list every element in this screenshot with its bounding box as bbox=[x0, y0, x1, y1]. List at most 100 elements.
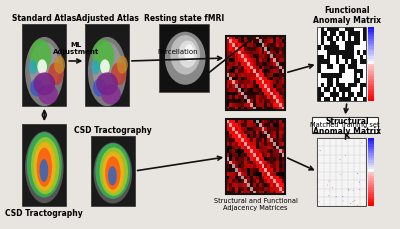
Bar bbox=[241, 168, 244, 172]
Bar bbox=[282, 179, 285, 183]
Bar bbox=[258, 88, 262, 92]
Bar bbox=[247, 99, 250, 103]
Bar bbox=[282, 69, 285, 73]
Bar bbox=[276, 127, 279, 131]
Bar bbox=[360, 64, 363, 69]
Bar bbox=[270, 123, 273, 127]
Bar bbox=[273, 62, 276, 65]
Ellipse shape bbox=[38, 84, 58, 104]
Bar bbox=[357, 31, 360, 36]
Bar bbox=[320, 78, 324, 83]
Bar bbox=[232, 54, 235, 58]
Bar bbox=[354, 69, 357, 73]
Bar bbox=[351, 64, 354, 69]
Bar bbox=[264, 153, 268, 157]
Bar bbox=[229, 39, 232, 43]
Bar bbox=[241, 39, 244, 43]
Bar bbox=[360, 78, 363, 83]
Bar bbox=[333, 64, 336, 69]
Bar bbox=[244, 47, 247, 51]
Bar bbox=[256, 134, 258, 138]
Bar bbox=[226, 149, 229, 153]
Bar bbox=[232, 47, 235, 51]
Bar bbox=[247, 58, 250, 62]
Ellipse shape bbox=[353, 190, 354, 191]
Bar bbox=[238, 92, 241, 95]
Bar bbox=[226, 142, 229, 146]
Bar bbox=[342, 41, 345, 45]
Bar bbox=[226, 134, 229, 138]
Bar bbox=[320, 41, 324, 45]
Bar bbox=[270, 51, 273, 54]
Text: Standard Atlas: Standard Atlas bbox=[12, 14, 76, 23]
Bar bbox=[273, 179, 276, 183]
Bar bbox=[268, 157, 270, 161]
Bar bbox=[258, 146, 262, 149]
Bar bbox=[279, 65, 282, 69]
Bar bbox=[268, 80, 270, 84]
Bar bbox=[268, 54, 270, 58]
Bar bbox=[256, 62, 258, 65]
Bar bbox=[232, 134, 235, 138]
Bar bbox=[235, 51, 238, 54]
Bar bbox=[330, 45, 333, 50]
Bar bbox=[318, 73, 320, 78]
Bar bbox=[256, 84, 258, 88]
Bar bbox=[250, 146, 253, 149]
Bar bbox=[324, 36, 327, 41]
Bar bbox=[273, 58, 276, 62]
Bar bbox=[357, 41, 360, 45]
Bar bbox=[256, 157, 258, 161]
Bar bbox=[264, 168, 268, 172]
Bar bbox=[273, 131, 276, 134]
Bar bbox=[327, 50, 330, 55]
Bar bbox=[264, 54, 268, 58]
Bar bbox=[268, 153, 270, 157]
Bar bbox=[238, 58, 241, 62]
Bar bbox=[273, 191, 276, 194]
Bar bbox=[264, 176, 268, 179]
Bar bbox=[247, 191, 250, 194]
Bar bbox=[250, 65, 253, 69]
Bar bbox=[238, 191, 241, 194]
Bar bbox=[264, 168, 268, 172]
Bar bbox=[250, 168, 253, 172]
Bar bbox=[368, 46, 374, 49]
Bar bbox=[235, 39, 238, 43]
Bar bbox=[276, 62, 279, 65]
Bar bbox=[363, 55, 366, 59]
Bar bbox=[232, 84, 235, 88]
Bar bbox=[360, 55, 363, 59]
Bar bbox=[262, 127, 264, 131]
Bar bbox=[279, 127, 282, 131]
Bar bbox=[268, 92, 270, 95]
Bar bbox=[247, 138, 250, 142]
Bar bbox=[247, 73, 250, 77]
Bar bbox=[253, 120, 256, 123]
Bar bbox=[282, 51, 285, 54]
Ellipse shape bbox=[317, 189, 318, 190]
Bar bbox=[235, 103, 238, 107]
Bar bbox=[345, 64, 348, 69]
Bar bbox=[235, 187, 238, 191]
Bar bbox=[247, 51, 250, 54]
Bar bbox=[268, 51, 270, 54]
Bar bbox=[282, 58, 285, 62]
Bar bbox=[256, 35, 258, 39]
Bar bbox=[276, 146, 279, 149]
Bar bbox=[229, 58, 232, 62]
Bar bbox=[256, 153, 258, 157]
Bar bbox=[268, 39, 270, 43]
Bar bbox=[330, 87, 333, 92]
Bar bbox=[318, 45, 320, 50]
Ellipse shape bbox=[30, 39, 52, 72]
Bar bbox=[244, 43, 247, 47]
Bar bbox=[232, 183, 235, 187]
Bar bbox=[258, 99, 262, 103]
Bar bbox=[318, 97, 320, 101]
Bar bbox=[333, 92, 336, 97]
Bar bbox=[258, 120, 262, 123]
Bar bbox=[320, 83, 324, 87]
Bar bbox=[262, 35, 264, 39]
Bar bbox=[354, 59, 357, 64]
